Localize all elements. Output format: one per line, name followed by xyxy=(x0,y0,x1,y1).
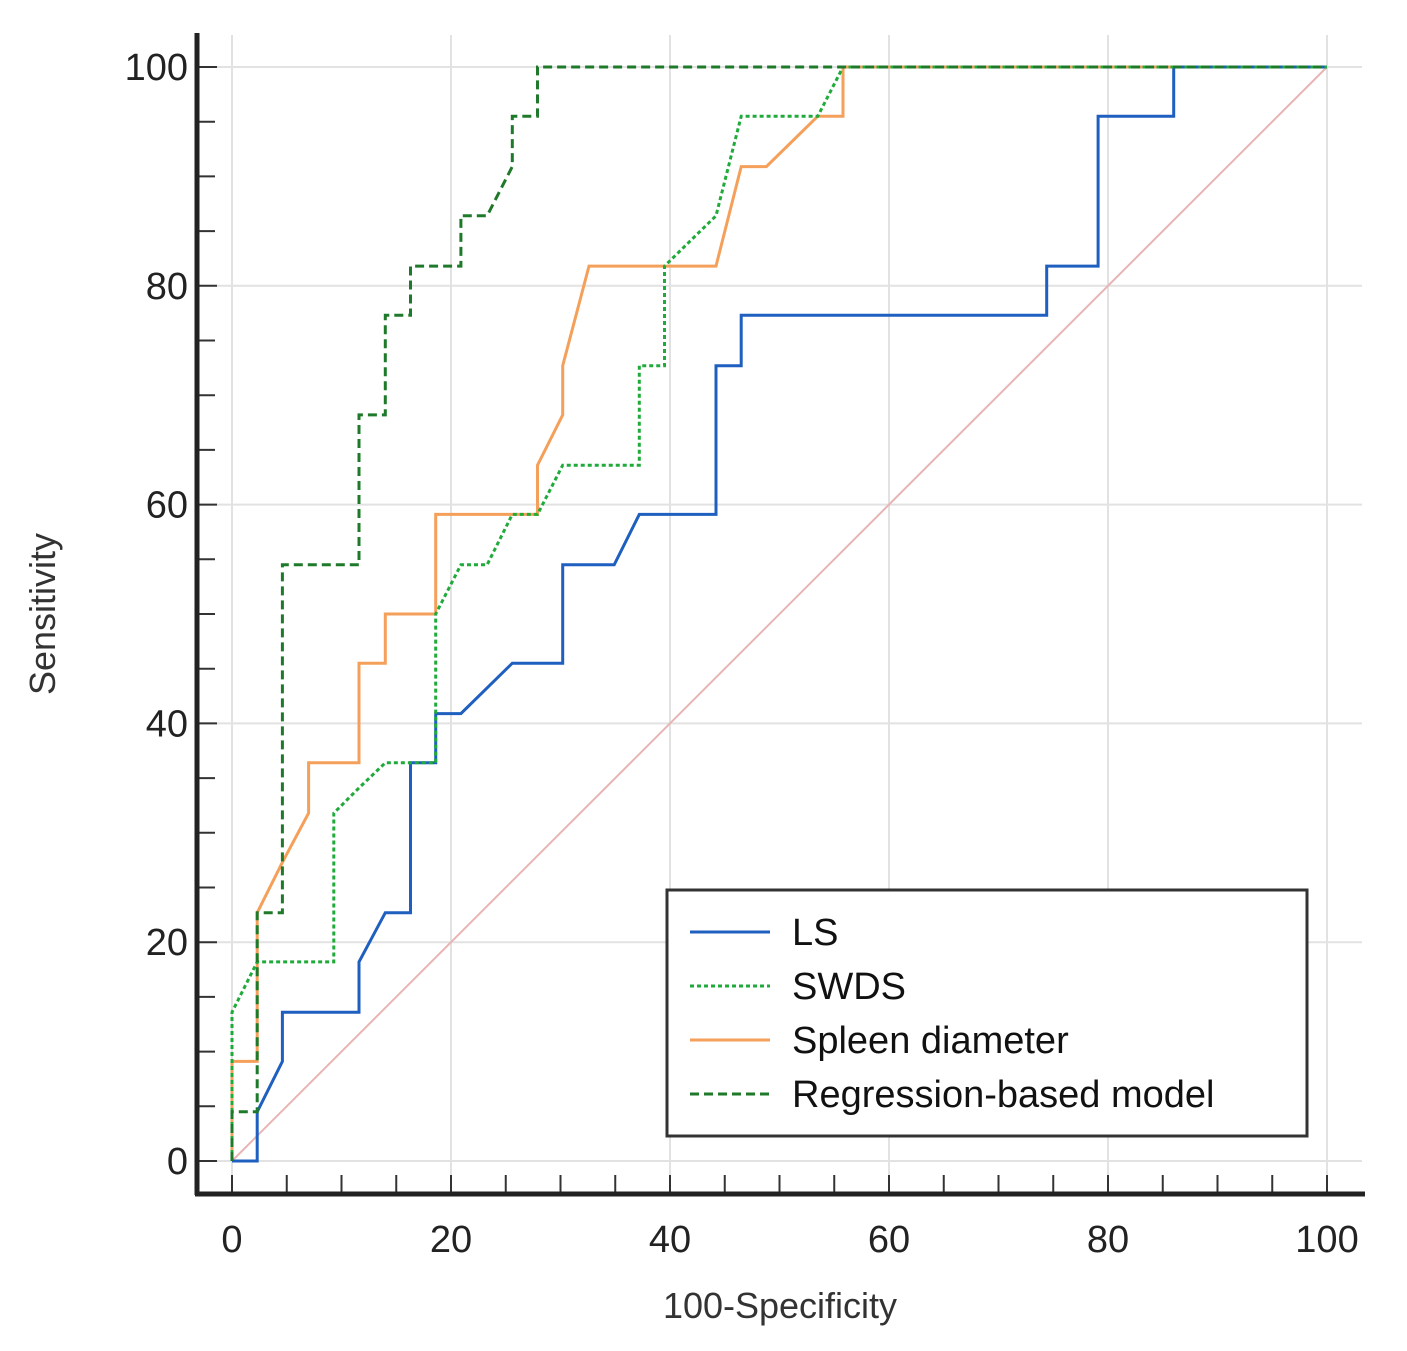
minor-ticks xyxy=(197,66,1328,1193)
x-tick-label: 0 xyxy=(221,1219,242,1261)
series-line-regression-based-model xyxy=(230,65,1327,1161)
series-lines xyxy=(230,65,1327,1163)
tick-labels: 0 20 40 60 80 100 0 20 40 60 80 100 xyxy=(125,47,1359,1261)
x-tick-label: 100 xyxy=(1295,1219,1358,1261)
legend-label: LS xyxy=(792,912,838,954)
series-line-ls xyxy=(232,65,1327,1163)
x-tick-label: 20 xyxy=(430,1219,472,1261)
y-tick-label: 0 xyxy=(167,1141,188,1183)
y-axis-title: Sensitivity xyxy=(22,533,63,695)
axes xyxy=(194,33,1365,1197)
y-tick-label: 100 xyxy=(125,47,188,89)
y-tick-label: 40 xyxy=(146,703,188,745)
x-tick-label: 80 xyxy=(1087,1219,1129,1261)
legend: LS SWDS Spleen diameter Regression-based mo… xyxy=(665,888,1309,1138)
reference-line xyxy=(231,66,1328,1162)
legend-label: Regression-based model xyxy=(792,1074,1214,1116)
y-tick-label: 20 xyxy=(146,922,188,964)
y-tick-label: 80 xyxy=(146,266,188,308)
x-axis-title: 100-Specificity xyxy=(663,1285,897,1326)
legend-label: SWDS xyxy=(792,966,906,1008)
x-tick-label: 40 xyxy=(649,1219,691,1261)
legend-label: Spleen diameter xyxy=(792,1020,1069,1062)
series-line-spleen-diameter xyxy=(230,65,1327,1161)
legend-box xyxy=(665,888,1309,1138)
x-tick-label: 60 xyxy=(868,1219,910,1261)
reference-diagonal xyxy=(231,66,1328,1162)
grid-lines xyxy=(197,35,1362,1193)
series-line-swds xyxy=(230,65,1327,1161)
y-tick-label: 60 xyxy=(146,485,188,527)
